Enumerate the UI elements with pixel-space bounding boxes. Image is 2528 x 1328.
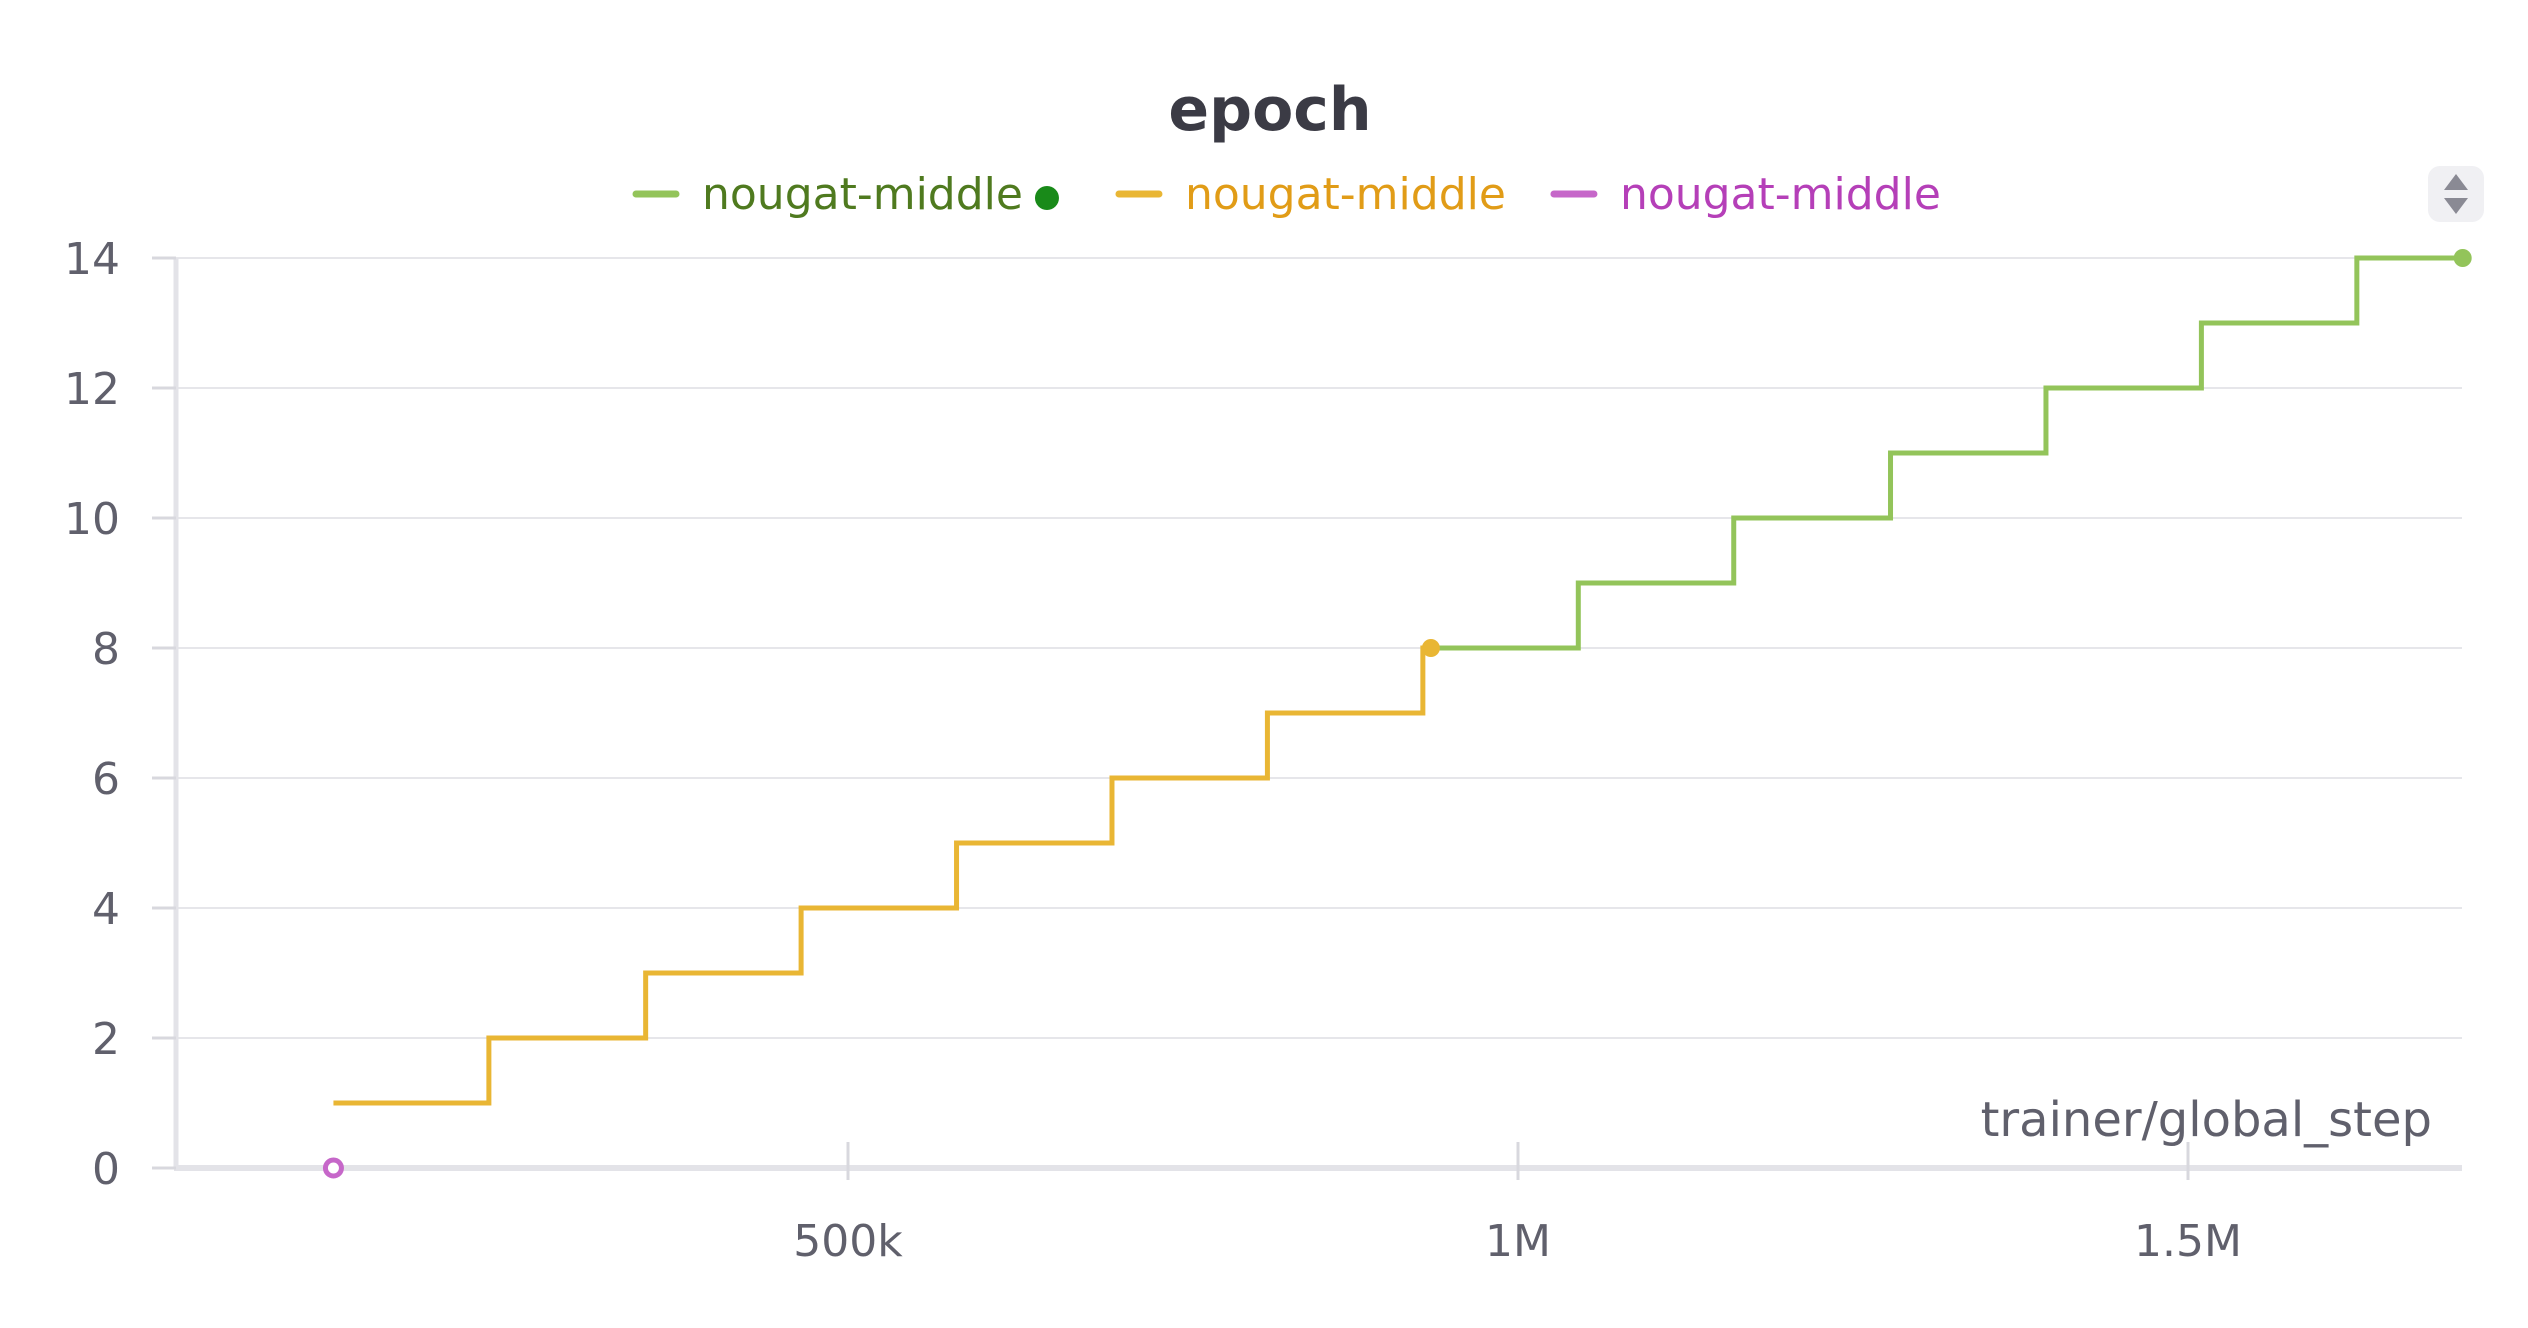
legend: nougat-middle nougat-middle nougat-middle bbox=[632, 169, 1941, 220]
x-tick-label: 500k bbox=[793, 1216, 903, 1267]
y-tick-label: 12 bbox=[64, 364, 120, 415]
legend-label: nougat-middle bbox=[1620, 169, 1941, 220]
series-2 bbox=[322, 1157, 344, 1179]
x-axis-ticks: 500k 1M 1.5M bbox=[793, 1142, 2242, 1267]
y-tick-label: 14 bbox=[64, 234, 120, 285]
legend-label: nougat-middle bbox=[1185, 169, 1506, 220]
y-tick-label: 2 bbox=[92, 1014, 120, 1065]
x-tick-label: 1M bbox=[1485, 1216, 1551, 1267]
green-dot-icon bbox=[1034, 186, 1059, 210]
series-line bbox=[333, 645, 1431, 1106]
y-tick-label: 0 bbox=[92, 1144, 120, 1195]
end-point bbox=[1421, 639, 1440, 657]
legend-label: nougat-middle bbox=[702, 169, 1023, 220]
y-axis-ticks: 0 2 4 6 8 10 12 14 bbox=[64, 234, 176, 1195]
y-tick-label: 10 bbox=[64, 494, 120, 545]
series-1 bbox=[333, 639, 1440, 1106]
chart-title: epoch bbox=[1168, 75, 1371, 145]
grid-lines bbox=[176, 257, 2462, 1039]
axes bbox=[173, 258, 2462, 1171]
series-group bbox=[322, 249, 2472, 1179]
y-tick-label: 6 bbox=[92, 754, 120, 805]
x-axis-label: trainer/global_step bbox=[1981, 1092, 2432, 1148]
x-tick-label: 1.5M bbox=[2134, 1216, 2242, 1267]
y-tick-label: 4 bbox=[92, 884, 120, 935]
series-0 bbox=[1437, 249, 2472, 651]
series-line bbox=[1437, 255, 2463, 651]
y-tick-label: 8 bbox=[92, 624, 120, 675]
data-point bbox=[322, 1157, 344, 1179]
sort-toggle-icon[interactable] bbox=[2428, 166, 2484, 222]
end-point bbox=[2453, 249, 2472, 267]
